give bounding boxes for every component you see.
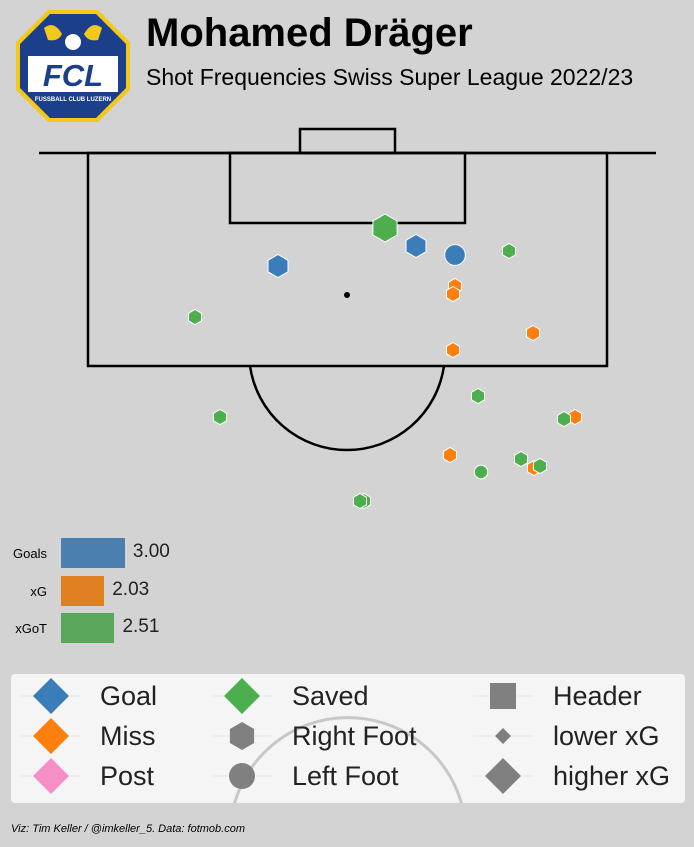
stat-value-xgot: 2.51 <box>122 616 160 637</box>
legend-label-miss: Miss <box>100 721 156 751</box>
shot-marker-miss <box>446 341 460 359</box>
legend-marker-right-foot <box>229 722 255 750</box>
page-title: Mohamed Dräger <box>146 11 473 55</box>
shot-marker-saved <box>471 387 485 405</box>
stat-label-xg: xG <box>30 584 47 599</box>
club-logo: FCL FUSSBALL CLUB LUZERN <box>16 10 130 122</box>
six-yard-box <box>228 151 467 225</box>
legend-label-lower-xg: lower xG <box>553 721 660 751</box>
stat-value-goals: 3.00 <box>132 541 170 562</box>
logo-text: FCL <box>43 58 103 93</box>
shot-marker-miss <box>446 285 460 303</box>
shot-marker-saved <box>473 464 489 480</box>
legend-label-higher-xg: higher xG <box>553 761 671 791</box>
shot-marker-saved <box>353 492 367 510</box>
shot-marker-miss <box>526 324 540 342</box>
legend-label-header: Header <box>553 681 642 711</box>
shot-marker-saved <box>188 308 202 326</box>
shot-marker-goal <box>444 244 466 266</box>
shot-marker-saved <box>372 213 398 243</box>
shot-marker-saved <box>213 408 227 426</box>
logo-subtext: FUSSBALL CLUB LUZERN <box>35 97 111 103</box>
legend-marker-post <box>33 758 69 794</box>
legend-label-left-foot: Left Foot <box>292 761 399 791</box>
legend-marker-left-foot <box>229 763 255 789</box>
legend-label-right-foot: Right Foot <box>292 721 417 751</box>
goal-frame <box>298 127 397 155</box>
shot-marker-goal <box>405 233 427 259</box>
stat-bar-goals <box>61 538 125 568</box>
legend-marker-lower-xg <box>495 728 511 744</box>
legend-label-post: Post <box>100 761 155 791</box>
stat-label-xgot: xGoT <box>15 621 47 636</box>
legend-marker-saved <box>224 678 260 714</box>
legend-marker-goal <box>33 678 69 714</box>
stat-bar-xgot <box>61 613 115 643</box>
legend-marker-miss <box>33 718 69 754</box>
legend-label-goal: Goal <box>100 681 158 711</box>
shot-marker-saved <box>502 242 516 260</box>
penalty-spot <box>344 292 350 298</box>
stat-label-goals: Goals <box>13 546 47 561</box>
legend-marker-higher-xg <box>485 758 521 794</box>
page-subtitle: Shot Frequencies Swiss Super League 2022… <box>146 64 634 90</box>
shot-marker-saved <box>514 450 528 468</box>
legend-marker-header <box>490 683 516 709</box>
stat-bar-xg <box>61 576 105 606</box>
pitch-lines <box>39 127 656 452</box>
shot-marker-saved <box>533 457 547 475</box>
credit-text: Viz: Tim Keller / @imkeller_5. Data: fot… <box>11 823 245 835</box>
legend: Goal Miss Post Saved Right Foot Left Foo… <box>11 674 685 803</box>
legend-label-saved: Saved <box>292 681 369 711</box>
penalty-arc <box>248 365 446 452</box>
shot-marker-miss <box>568 408 582 426</box>
shot-marker-goal <box>267 253 289 279</box>
stat-value-xg: 2.03 <box>112 579 150 600</box>
shot-marker-miss <box>443 446 457 464</box>
shot-marker-saved <box>557 410 571 428</box>
